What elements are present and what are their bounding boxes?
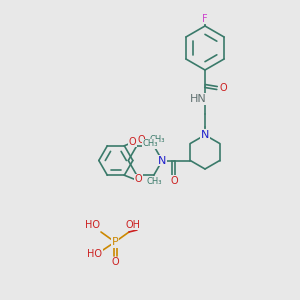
Text: O: O bbox=[128, 137, 136, 147]
Text: CH₃: CH₃ bbox=[149, 135, 165, 144]
Text: OH: OH bbox=[125, 220, 140, 230]
Text: N: N bbox=[158, 155, 166, 166]
Text: O: O bbox=[170, 176, 178, 185]
Text: F: F bbox=[202, 14, 208, 24]
Text: CH₃: CH₃ bbox=[142, 139, 158, 148]
Text: O: O bbox=[134, 174, 142, 184]
Text: P: P bbox=[112, 237, 118, 247]
Text: HN: HN bbox=[190, 94, 206, 104]
Text: O: O bbox=[137, 135, 145, 145]
Text: CH₃: CH₃ bbox=[146, 177, 162, 186]
Text: HO: HO bbox=[85, 220, 100, 230]
Text: O: O bbox=[219, 83, 227, 93]
Text: O: O bbox=[111, 257, 119, 267]
Text: N: N bbox=[201, 130, 209, 140]
Text: HO: HO bbox=[88, 249, 103, 259]
